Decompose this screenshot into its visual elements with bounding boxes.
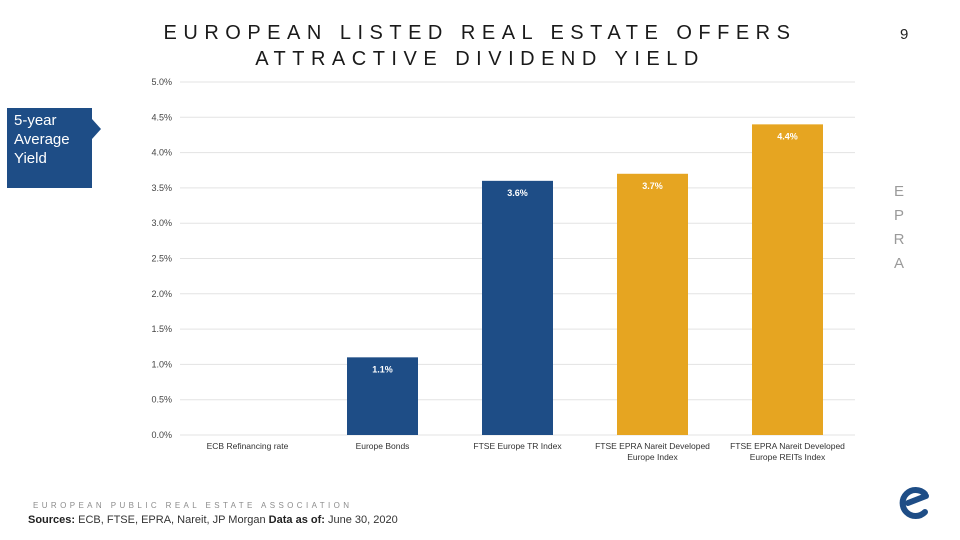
y-tick-label: 4.0% xyxy=(151,148,172,158)
y-tick-label: 1.0% xyxy=(151,359,172,369)
callout-line-3: Yield xyxy=(14,150,47,167)
data-as-of-label: Data as of: xyxy=(268,514,325,526)
y-tick-label: 0.5% xyxy=(151,395,172,405)
bar xyxy=(752,124,823,436)
epra-letter: A xyxy=(893,255,904,272)
bar xyxy=(617,173,688,435)
y-tick-label: 0.0% xyxy=(151,430,172,440)
x-tick-label: FTSE EPRA Nareit Developed xyxy=(730,441,845,451)
title-line-1: EUROPEAN LISTED REAL ESTATE OFFERS xyxy=(163,22,797,44)
y-tick-label: 1.5% xyxy=(151,324,172,334)
y-tick-label: 2.5% xyxy=(151,254,172,264)
callout-line-1: 5-year xyxy=(14,112,57,129)
footer-sources: Sources: ECB, FTSE, EPRA, Nareit, JP Mor… xyxy=(28,514,398,526)
data-label: 4.4% xyxy=(777,131,798,141)
sources-text: ECB, FTSE, EPRA, Nareit, JP Morgan xyxy=(78,514,266,526)
y-tick-label: 3.5% xyxy=(151,183,172,193)
y-tick-label: 2.0% xyxy=(151,289,172,299)
epra-letter: P xyxy=(893,207,904,224)
data-label: 1.1% xyxy=(372,364,393,374)
y-tick-label: 5.0% xyxy=(151,77,172,87)
epra-e-logo-icon xyxy=(899,487,929,519)
data-label: 3.6% xyxy=(507,188,528,198)
epra-letter: E xyxy=(893,183,904,200)
x-tick-label: FTSE Europe TR Index xyxy=(473,441,562,451)
epra-letter: R xyxy=(893,231,905,248)
bar xyxy=(482,180,553,435)
x-tick-label: Europe REITs Index xyxy=(750,452,826,462)
x-tick-label: ECB Refinancing rate xyxy=(207,441,289,451)
data-label: 3.7% xyxy=(642,181,663,191)
page-title: EUROPEAN LISTED REAL ESTATE OFFERS ATTRA… xyxy=(80,20,880,72)
y-tick-label: 4.5% xyxy=(151,112,172,122)
y-tick-label: 3.0% xyxy=(151,218,172,228)
callout-arrow-icon xyxy=(92,119,101,139)
title-line-2: ATTRACTIVE DIVIDEND YIELD xyxy=(255,48,705,70)
callout-line-2: Average xyxy=(14,131,70,148)
x-tick-label: Europe Bonds xyxy=(356,441,410,451)
sources-label: Sources: xyxy=(28,514,76,526)
bar xyxy=(347,357,418,435)
x-tick-label: Europe Index xyxy=(627,452,678,462)
callout-text: 5-year Average Yield xyxy=(14,111,92,168)
data-as-of-value: June 30, 2020 xyxy=(327,514,398,526)
x-tick-label: FTSE EPRA Nareit Developed xyxy=(595,441,710,451)
average-yield-callout: 5-year Average Yield xyxy=(7,108,92,188)
footer-association: EUROPEAN PUBLIC REAL ESTATE ASSOCIATION xyxy=(33,501,353,510)
page-number: 9 xyxy=(900,26,909,43)
